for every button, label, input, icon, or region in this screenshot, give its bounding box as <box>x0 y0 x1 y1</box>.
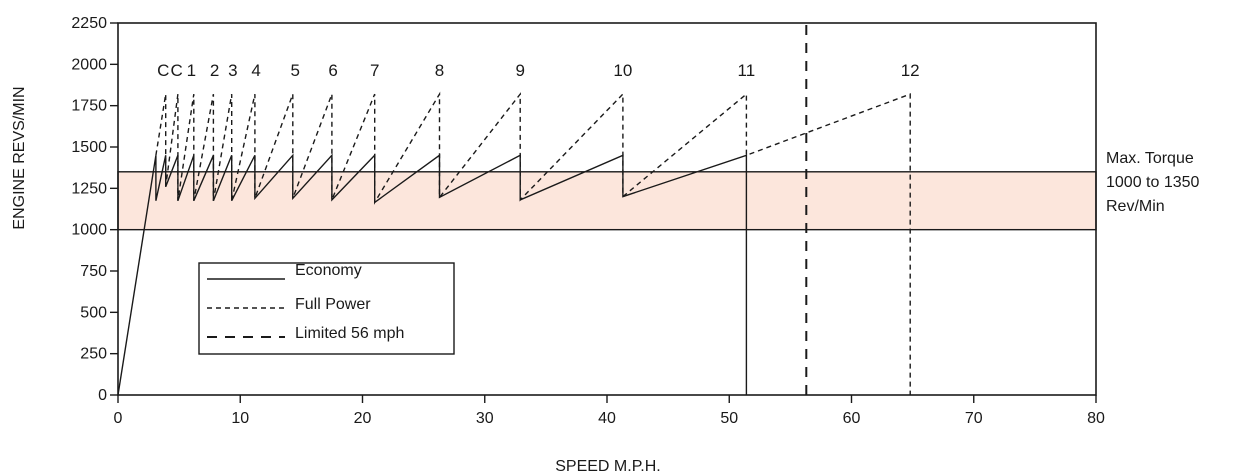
x-tick-label: 20 <box>354 410 372 427</box>
gear-label: C <box>171 61 183 80</box>
y-tick-label: 1500 <box>71 139 107 156</box>
y-tick-label: 1000 <box>71 222 107 239</box>
band-label-line: Max. Torque <box>1106 150 1194 167</box>
x-tick-label: 50 <box>720 410 738 427</box>
x-tick-label: 10 <box>231 410 249 427</box>
y-tick-label: 2000 <box>71 56 107 73</box>
gear-label: 6 <box>328 61 337 80</box>
x-axis-title: SPEED M.P.H. <box>555 458 661 475</box>
legend-label: Economy <box>295 262 362 279</box>
x-tick-label: 60 <box>843 410 861 427</box>
x-tick-label: 40 <box>598 410 616 427</box>
gear-label: 4 <box>251 61 260 80</box>
x-tick-label: 30 <box>476 410 494 427</box>
legend-label: Full Power <box>295 296 371 313</box>
gear-label: 5 <box>291 61 300 80</box>
y-tick-label: 1750 <box>71 98 107 115</box>
x-tick-label: 0 <box>114 410 123 427</box>
gear-label: 8 <box>435 61 444 80</box>
y-tick-label: 750 <box>80 263 107 280</box>
band-label-line: Rev/Min <box>1106 198 1165 215</box>
gear-label: 2 <box>210 61 219 80</box>
x-tick-label: 80 <box>1087 410 1105 427</box>
y-tick-label: 2250 <box>71 15 107 32</box>
gear-label: 12 <box>901 61 920 80</box>
y-tick-label: 1250 <box>71 180 107 197</box>
gear-label: 10 <box>613 61 632 80</box>
gear-label: 9 <box>515 61 524 80</box>
band-label: Max. Torque 1000 to 1350 Rev/Min <box>1106 150 1200 215</box>
gear-label: 7 <box>370 61 379 80</box>
band-label-line: 1000 to 1350 <box>1106 174 1200 191</box>
series-layer <box>117 23 911 396</box>
gear-label: 3 <box>228 61 237 80</box>
max-torque-band <box>117 171 1097 231</box>
series-line-full-power <box>155 91 911 395</box>
y-tick-label: 0 <box>98 387 107 404</box>
legend-box <box>198 262 455 355</box>
legend: Economy Full Power Limited 56 mph <box>198 262 455 355</box>
gear-label: 1 <box>187 61 196 80</box>
y-tick-label: 250 <box>80 346 107 363</box>
legend-label: Limited 56 mph <box>295 325 404 342</box>
y-tick-label: 500 <box>80 304 107 321</box>
gear-label: 11 <box>738 61 756 80</box>
gear-label: C <box>157 61 169 80</box>
y-axis-title: ENGINE REVS/MIN <box>11 86 28 229</box>
gear-labels: C C 1 2 3 4 5 6 7 8 9 10 11 12 <box>157 61 920 80</box>
x-tick-label: 70 <box>965 410 983 427</box>
series-line-economy <box>117 153 748 396</box>
